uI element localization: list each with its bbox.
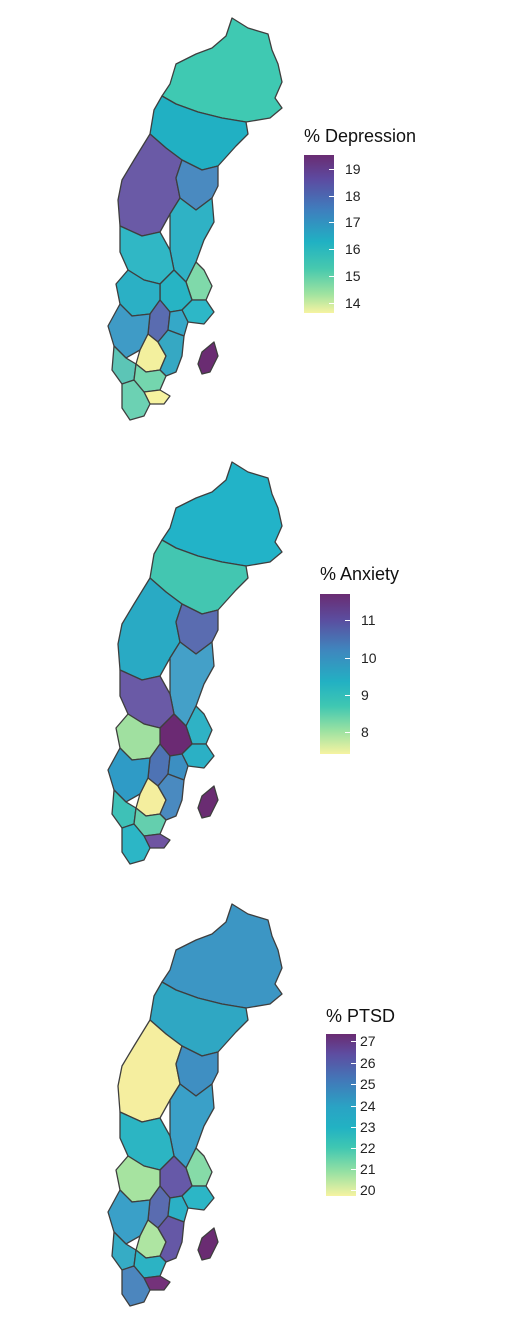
- depression-legend-tick-18: 18: [345, 188, 361, 204]
- ptsd-legend-tick-26: 26: [360, 1055, 376, 1071]
- ptsd-legend-tick-22: 22: [360, 1140, 376, 1156]
- depression-region-s3: [121, 379, 151, 421]
- depression-legend-tick-16: 16: [345, 241, 361, 257]
- ptsd-legend-tick-24: 24: [360, 1098, 376, 1114]
- anxiety-legend-tick-8: 8: [361, 724, 369, 740]
- ptsd-legend-title: % PTSD: [326, 1006, 396, 1026]
- ptsd-panel: % PTSD 27 26 25 24 23 22 21 20: [0, 880, 531, 1326]
- anxiety-legend-tick-10: 10: [361, 650, 377, 666]
- ptsd-legend-tick-21: 21: [360, 1161, 376, 1177]
- depression-legend-tick-17: 17: [345, 214, 361, 230]
- ptsd-legend-tick-27: 27: [360, 1033, 376, 1049]
- depression-map: [107, 17, 283, 421]
- anxiety-region-s3: [121, 823, 151, 865]
- ptsd-region-gotland: [197, 1227, 219, 1261]
- anxiety-legend-tick-11: 11: [361, 612, 376, 628]
- ptsd-legend-colorbar: [326, 1034, 356, 1196]
- anxiety-map: [107, 461, 283, 865]
- anxiety-legend-title: % Anxiety: [320, 564, 400, 584]
- ptsd-region-s3: [121, 1265, 151, 1307]
- anxiety-region-gotland: [197, 785, 219, 819]
- ptsd-legend-tick-20: 20: [360, 1182, 376, 1198]
- depression-legend-colorbar: [304, 155, 334, 313]
- anxiety-legend-tick-9: 9: [361, 687, 369, 703]
- depression-region-gotland: [197, 341, 219, 375]
- anxiety-legend-colorbar: [320, 594, 350, 754]
- anxiety-region-c2: [167, 753, 189, 781]
- ptsd-map: [107, 903, 283, 1307]
- depression-legend-tick-19: 19: [345, 161, 361, 177]
- depression-legend-title: % Depression: [304, 126, 417, 146]
- depression-legend-tick-14: 14: [345, 295, 361, 311]
- depression-region-c2: [167, 309, 189, 337]
- anxiety-panel: % Anxiety 11 10 9 8: [0, 440, 531, 880]
- depression-panel: % Depression 19 18 17 16 15 14: [0, 0, 531, 440]
- depression-legend-tick-15: 15: [345, 268, 361, 284]
- ptsd-legend-tick-23: 23: [360, 1119, 376, 1135]
- ptsd-legend-tick-25: 25: [360, 1076, 376, 1092]
- ptsd-region-c2: [167, 1195, 189, 1223]
